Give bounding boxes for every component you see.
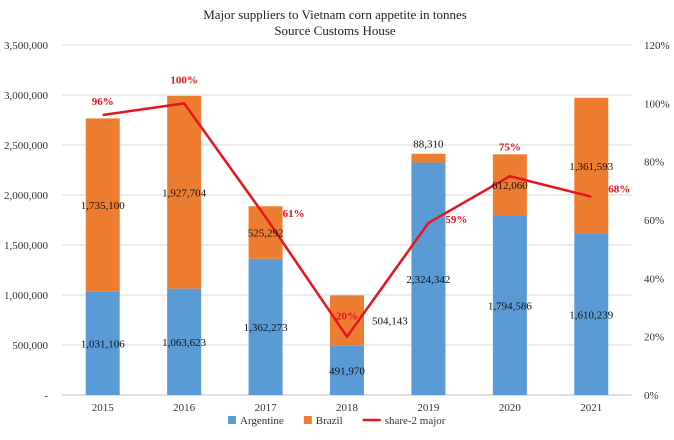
line-series <box>102 101 592 339</box>
y-left-tick-label: 500,000 <box>12 340 48 352</box>
data-labels: 1,031,106 1,735,100 1,063,623 1,927,704 1,36… <box>81 74 631 377</box>
legend-label: Brazil <box>316 415 343 427</box>
data-label-share: 61% <box>283 208 305 220</box>
y-right-tick-label: 0% <box>644 390 659 402</box>
y-left-tick-label: 3,500,000 <box>4 40 49 52</box>
data-label-argentine: 1,362,273 <box>244 322 289 334</box>
y-left-tick-label: 3,000,000 <box>4 90 49 102</box>
data-label-brazil: 1,735,100 <box>81 200 126 212</box>
data-label-share: 68% <box>608 184 630 196</box>
y-left-tick-label: 2,500,000 <box>4 140 49 152</box>
bar-brazil <box>167 95 202 289</box>
bar-argentine <box>492 215 527 395</box>
x-tick-label: 2017 <box>255 402 278 414</box>
y-right-tick-label: 40% <box>644 273 664 285</box>
y-right-tick-label: 120% <box>644 40 670 52</box>
legend-swatch <box>303 416 312 424</box>
data-label-brazil: 504,143 <box>372 316 408 328</box>
data-label-brazil: 525,292 <box>248 228 284 240</box>
data-label-share: 96% <box>92 96 114 108</box>
data-label-brazil: 88,310 <box>413 139 444 151</box>
data-label-share: 75% <box>499 141 521 153</box>
data-label-argentine: 2,324,342 <box>406 274 450 286</box>
bar-argentine <box>574 233 609 395</box>
data-label-brazil: 1,927,704 <box>162 187 207 199</box>
data-label-argentine: 1,610,239 <box>569 309 614 321</box>
data-label-argentine: 1,794,586 <box>488 300 533 312</box>
y-left-tick-label: 1,500,000 <box>4 240 49 252</box>
bar-brazil <box>85 118 120 292</box>
axes: - 500,000 1,000,000 1,500,000 2,000,000 2,500… <box>4 40 670 414</box>
bar-argentine <box>85 291 120 395</box>
chart-subtitle: Source Customs House <box>274 23 396 38</box>
legend-swatch <box>228 416 236 424</box>
y-left-tick-label: 1,000,000 <box>4 290 49 302</box>
y-right-tick-label: 80% <box>644 157 664 169</box>
data-label-argentine: 1,031,106 <box>81 338 126 350</box>
x-tick-label: 2018 <box>336 402 359 414</box>
data-label-share: 20% <box>336 311 358 323</box>
x-tick-label: 2015 <box>92 402 115 414</box>
bar-argentine <box>248 258 283 395</box>
y-left-tick-label: 2,000,000 <box>4 190 49 202</box>
data-label-brazil: 612,060 <box>492 180 528 192</box>
chart-title: Major suppliers to Vietnam corn appetite… <box>203 7 467 22</box>
data-label-share: 59% <box>445 214 467 226</box>
bar-brazil <box>574 97 609 234</box>
bar-argentine <box>330 345 364 395</box>
y-right-tick-label: 100% <box>644 98 670 110</box>
bar-brazil <box>492 154 527 216</box>
x-tick-label: 2021 <box>580 402 602 414</box>
x-tick-label: 2019 <box>417 402 440 414</box>
x-tick-label: 2016 <box>173 402 196 414</box>
data-label-argentine: 1,063,623 <box>162 337 207 349</box>
y-right-tick-label: 20% <box>644 332 664 344</box>
x-tick-label: 2020 <box>499 402 522 414</box>
data-label-brazil: 1,361,593 <box>569 161 614 173</box>
legend-label: share-2 major <box>385 415 446 427</box>
bar-argentine <box>167 288 202 395</box>
gridlines <box>62 44 632 396</box>
data-label-share: 100% <box>170 74 198 86</box>
data-label-argentine: 491,970 <box>329 365 365 377</box>
bar-series <box>85 95 609 395</box>
legend: Argentine Brazil share-2 major <box>228 415 446 427</box>
bar-argentine <box>411 162 446 395</box>
line-share-2-major <box>102 101 592 339</box>
legend-label: Argentine <box>240 415 284 427</box>
y-right-tick-label: 60% <box>644 215 664 227</box>
bar-brazil <box>411 153 446 163</box>
y-left-tick-label: - <box>44 390 48 402</box>
